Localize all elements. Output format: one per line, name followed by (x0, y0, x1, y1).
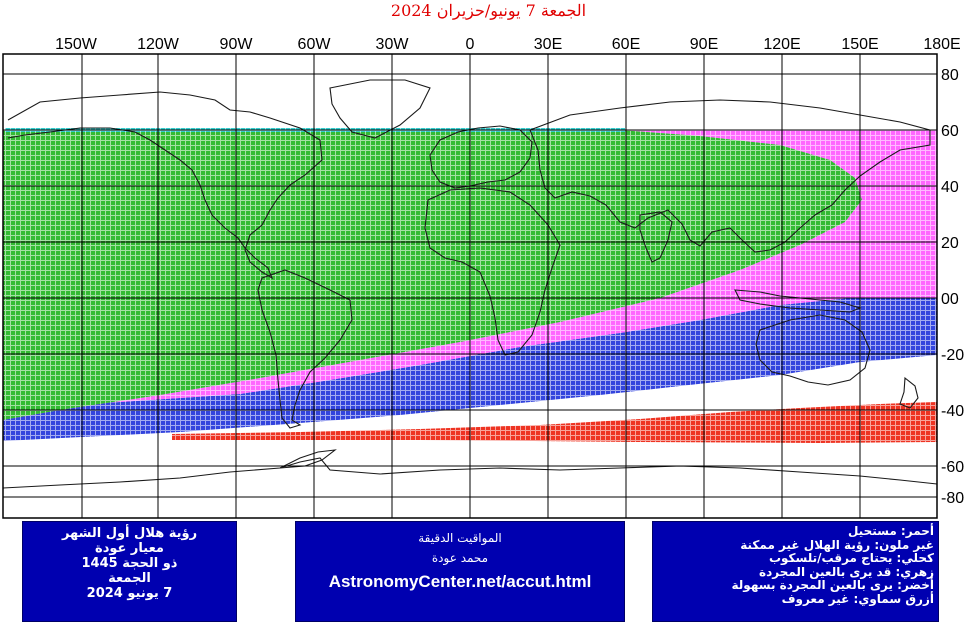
legend-color-key: أحمر: مستحيل غير ملون: رؤية الهلال غير م… (652, 521, 939, 622)
lon-label: 60W (298, 36, 332, 53)
legend-left-line: معيار عودة (95, 541, 164, 556)
lon-label: 90E (690, 36, 718, 53)
lat-label: -40 (941, 403, 964, 420)
graticule (3, 54, 937, 518)
legend-hijri-info: رؤية هلال أول الشهر معيار عودة ذو الحجة … (22, 521, 237, 622)
north-america-outline (7, 91, 323, 280)
lat-label: 00 (941, 291, 959, 308)
map-title: الجمعة 7 يونيو/حزيران 2024 (390, 1, 587, 20)
asia-outline (529, 99, 931, 253)
zone-red (172, 402, 937, 443)
legend-mid-heading: المواقيت الدقيقة (418, 531, 502, 545)
website-link[interactable]: AstronomyCenter.net/accut.html (328, 572, 592, 591)
legend-left-line: 7 يونيو 2024 (86, 586, 173, 601)
longitude-axis-labels: 150W 120W 90W 60W 30W 0 30E 60E 90E 120E… (55, 36, 961, 53)
india-outline (639, 211, 673, 263)
lat-label: -80 (941, 490, 964, 507)
lat-label: 60 (941, 123, 959, 140)
legend-left-line: الجمعة (108, 571, 151, 586)
lon-label: 150E (841, 36, 878, 53)
legend-key-navy: كحلي: يحتاج مرقب/تلسكوب (768, 551, 934, 566)
south-america-outline (257, 269, 353, 429)
australia-outline (755, 314, 871, 386)
map-frame (2, 53, 938, 519)
lon-label: 60E (612, 36, 640, 53)
lat-label: 80 (941, 67, 959, 84)
lon-label: 90W (220, 36, 254, 53)
zone-green (3, 130, 862, 420)
legend-left-line: رؤية هلال أول الشهر (61, 526, 198, 541)
lat-label: 20 (941, 235, 959, 252)
legend-left-line: ذو الحجة 1445 (81, 556, 178, 571)
lon-label: 120W (137, 36, 180, 53)
lon-label: 120E (763, 36, 800, 53)
latitude-axis-labels: 80 60 40 20 00 -20 -40 -60 -80 (941, 67, 964, 507)
antarctica-outline (3, 457, 937, 489)
legend-key-uncolored: غير ملون: رؤية الهلال غير ممكنة (740, 537, 934, 552)
lon-label: 30E (534, 36, 562, 53)
africa-outline (424, 187, 561, 356)
legend-key-red: أحمر: مستحيل (847, 524, 934, 538)
new-zealand-outline (899, 376, 919, 409)
legend-key-green: أخضر: يرى بالعين المجردة بسهولة (731, 578, 934, 593)
legend-mid-author: محمد عودة (431, 551, 489, 565)
lon-label: 0 (466, 36, 475, 53)
lon-label: 180E (923, 36, 960, 53)
lat-label: -20 (941, 347, 964, 364)
lon-label: 30W (376, 36, 410, 53)
legend-key-cyan: أزرق سماوي: غير معروف (781, 591, 934, 606)
lat-label: 40 (941, 179, 959, 196)
legend-key-pink: زهري: قد يرى بالعين المجردة (759, 564, 934, 579)
legend-accurate-times: المواقيت الدقيقة محمد عودة AstronomyCent… (295, 521, 625, 622)
zone-magenta (3, 130, 937, 420)
lon-label: 150W (55, 36, 98, 53)
coastlines (3, 79, 937, 489)
lat-label: -60 (941, 459, 964, 476)
greenland-outline (329, 79, 431, 139)
